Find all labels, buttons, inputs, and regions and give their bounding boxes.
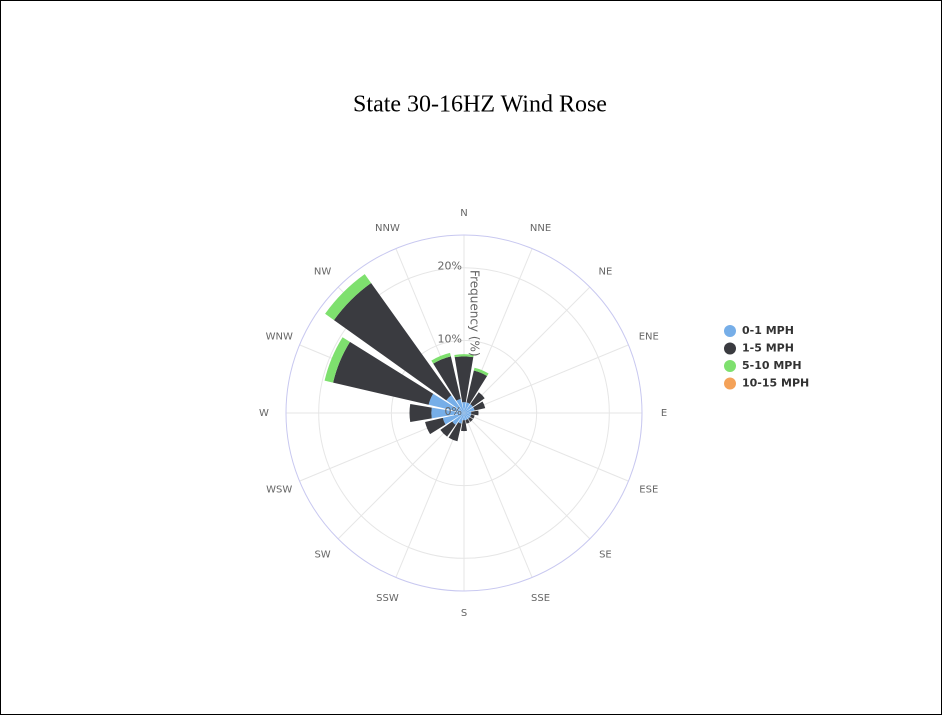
direction-label: W	[259, 408, 269, 419]
angular-grid-line	[463, 412, 533, 578]
direction-label: SSW	[376, 593, 399, 604]
r-tick-label: 10%	[438, 332, 462, 345]
bar-segment	[325, 274, 372, 321]
bar-segment	[428, 393, 464, 413]
r-axis-title: Frequency (%)	[468, 270, 482, 357]
legend-label: 10-15 MPH	[742, 377, 809, 390]
bar-segment	[464, 413, 468, 421]
legend-swatch	[724, 342, 736, 355]
angular-grid-line	[337, 412, 465, 540]
bar-segment	[440, 421, 456, 437]
bar-segment	[458, 413, 464, 424]
bar-segment	[461, 420, 467, 432]
direction-label: SW	[314, 549, 330, 560]
radial-grid-line	[390, 339, 538, 487]
bar-segment	[442, 413, 464, 425]
labels: N NNE NE ENE E ESE SE SSE S SSW SW WSW W WNW NW NNW 0% 10…	[259, 208, 809, 619]
bar-segment	[464, 413, 472, 417]
direction-label: E	[661, 408, 667, 419]
bar-segment	[465, 419, 470, 424]
bar-segment	[456, 398, 464, 413]
bar-segment	[473, 401, 486, 411]
direction-label: N	[460, 208, 467, 219]
bar-segment	[452, 413, 464, 425]
bar-segment	[464, 402, 470, 413]
legend-swatch	[724, 360, 736, 372]
direction-label: WNW	[266, 331, 293, 342]
legend-label: 5-10 MPH	[742, 359, 802, 372]
legend-label: 1-5 MPH	[742, 342, 794, 355]
radial-grid-line	[318, 267, 610, 559]
direction-label: ESE	[639, 485, 658, 496]
bar-segment	[409, 404, 432, 422]
bar-segment	[468, 417, 473, 422]
bar-segment	[448, 422, 462, 442]
bar-segment	[464, 407, 475, 413]
bar-segment	[466, 370, 488, 404]
r-tick-label: 20%	[438, 260, 462, 273]
bar-segment	[425, 417, 446, 435]
angular-grid-line	[463, 412, 591, 540]
bar-segment	[431, 352, 451, 364]
bar-segment	[464, 411, 472, 415]
angular-grid-line	[463, 344, 629, 414]
angular-grid-line	[395, 412, 465, 578]
legend-swatch	[724, 325, 736, 337]
bar-segment	[471, 410, 479, 416]
bar-segment	[473, 367, 489, 377]
bar-segment	[462, 413, 466, 421]
chart-title: State 30-16HZ Wind Rose	[353, 92, 607, 118]
legend-swatch	[724, 377, 736, 390]
bar-segment	[446, 395, 464, 413]
bars	[324, 274, 489, 442]
direction-label: SSE	[531, 593, 550, 604]
direction-label: SE	[599, 549, 612, 560]
direction-label: NNW	[375, 223, 400, 234]
direction-label: S	[461, 608, 467, 619]
bar-segment	[464, 413, 470, 419]
direction-label: NE	[599, 267, 613, 278]
direction-label: ENE	[639, 331, 659, 342]
legend-label: 0-1 MPH	[742, 324, 794, 337]
bar-segment	[462, 402, 466, 413]
angular-grid-line	[463, 286, 591, 414]
bar-segment	[470, 414, 475, 419]
bar-segment	[324, 337, 350, 383]
bar-segment	[333, 282, 452, 401]
angular-grid-line	[463, 412, 629, 482]
outer-circle	[285, 234, 643, 592]
bar-segment	[464, 404, 473, 413]
bar-segment	[433, 356, 461, 401]
direction-label: WSW	[266, 485, 292, 496]
r-tick-label: 0%	[445, 405, 462, 418]
direction-label: NNE	[530, 223, 551, 234]
bar-segment	[454, 356, 474, 403]
bar-segment	[454, 354, 474, 358]
direction-label: NW	[314, 267, 331, 278]
bar-segment	[431, 407, 464, 419]
bar-segment	[333, 341, 434, 405]
bar-segment	[470, 392, 485, 407]
